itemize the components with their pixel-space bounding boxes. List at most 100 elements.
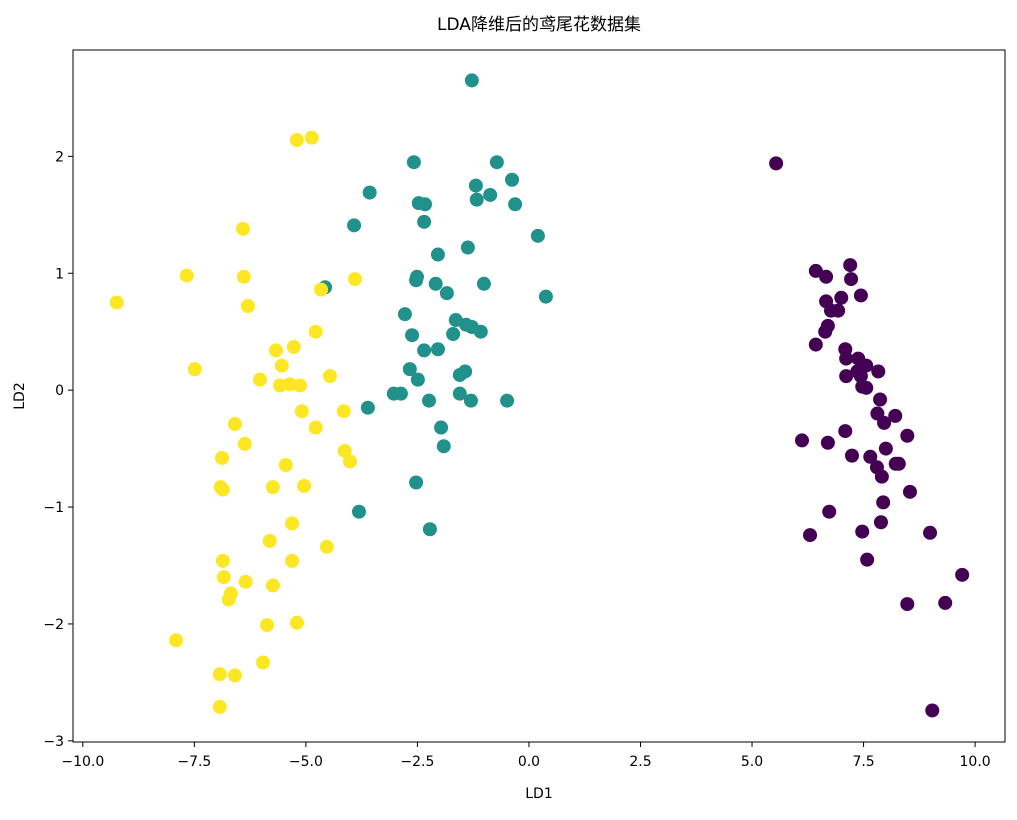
point bbox=[240, 298, 255, 313]
x-tick-label: 7.5 bbox=[852, 754, 874, 770]
point bbox=[293, 378, 308, 393]
point bbox=[314, 282, 329, 297]
point bbox=[859, 380, 874, 395]
point bbox=[795, 433, 810, 448]
point bbox=[410, 372, 425, 387]
y-tick-label: 2 bbox=[55, 149, 64, 165]
point bbox=[844, 272, 859, 287]
x-tick-label: −5.0 bbox=[289, 754, 323, 770]
y-tick-label: 1 bbox=[55, 266, 64, 282]
point bbox=[888, 408, 903, 423]
point bbox=[409, 273, 424, 288]
point bbox=[822, 504, 837, 519]
point bbox=[227, 417, 242, 432]
point bbox=[863, 449, 878, 464]
point bbox=[808, 263, 823, 278]
point bbox=[769, 156, 784, 171]
x-tick-label: 10.0 bbox=[960, 754, 991, 770]
point bbox=[274, 358, 289, 373]
y-tick-label: −3 bbox=[43, 734, 64, 750]
y-tick-label: −1 bbox=[43, 500, 64, 516]
chart-title: LDA降维后的鸢尾花数据集 bbox=[437, 15, 641, 35]
point bbox=[877, 415, 892, 430]
point bbox=[285, 516, 300, 531]
point bbox=[873, 392, 888, 407]
point bbox=[538, 289, 553, 304]
point bbox=[439, 286, 454, 301]
point bbox=[428, 276, 443, 291]
point bbox=[473, 324, 488, 339]
point bbox=[871, 364, 886, 379]
point bbox=[297, 479, 312, 494]
point bbox=[834, 290, 849, 305]
point bbox=[179, 268, 194, 283]
point bbox=[463, 393, 478, 408]
point bbox=[393, 386, 408, 401]
point bbox=[508, 197, 523, 212]
point bbox=[831, 303, 846, 318]
point bbox=[422, 393, 437, 408]
point bbox=[876, 495, 891, 510]
point bbox=[530, 228, 545, 243]
point bbox=[215, 450, 230, 465]
point bbox=[900, 597, 915, 612]
point bbox=[235, 221, 250, 236]
x-tick-label: 0.0 bbox=[518, 754, 540, 770]
point bbox=[925, 703, 940, 718]
point bbox=[286, 339, 301, 354]
x-tick-label: −2.5 bbox=[400, 754, 434, 770]
x-tick-label: −7.5 bbox=[177, 754, 211, 770]
point bbox=[808, 337, 823, 352]
point bbox=[418, 197, 433, 212]
point bbox=[938, 595, 953, 610]
point bbox=[900, 428, 915, 443]
point bbox=[469, 192, 484, 207]
point bbox=[468, 178, 483, 193]
point bbox=[289, 615, 304, 630]
point bbox=[236, 269, 251, 284]
point bbox=[215, 482, 230, 497]
point bbox=[818, 324, 833, 339]
point bbox=[308, 420, 323, 435]
point bbox=[839, 369, 854, 384]
point bbox=[227, 668, 242, 683]
point bbox=[212, 699, 227, 714]
point bbox=[336, 404, 351, 419]
point bbox=[873, 515, 888, 530]
point bbox=[476, 276, 491, 291]
point bbox=[109, 295, 124, 310]
point bbox=[839, 351, 854, 366]
point bbox=[397, 307, 412, 322]
point bbox=[221, 592, 236, 607]
point bbox=[460, 240, 475, 255]
point bbox=[265, 578, 280, 593]
x-tick-label: 5.0 bbox=[741, 754, 763, 770]
point bbox=[304, 130, 319, 145]
y-tick-label: 0 bbox=[55, 383, 64, 399]
point bbox=[260, 618, 275, 633]
point bbox=[215, 553, 230, 568]
point bbox=[308, 324, 323, 339]
point bbox=[923, 525, 938, 540]
point bbox=[252, 372, 267, 387]
point bbox=[347, 272, 362, 287]
plot-frame bbox=[72, 49, 1006, 743]
point bbox=[434, 420, 449, 435]
point bbox=[362, 185, 377, 200]
point bbox=[860, 552, 875, 567]
point bbox=[169, 633, 184, 648]
point bbox=[878, 441, 893, 456]
point bbox=[844, 448, 859, 463]
point bbox=[955, 567, 970, 582]
point bbox=[853, 288, 868, 303]
point bbox=[285, 553, 300, 568]
point bbox=[405, 328, 420, 343]
point bbox=[464, 73, 479, 88]
point bbox=[212, 667, 227, 682]
point bbox=[402, 362, 417, 377]
y-axis-label: LD2 bbox=[12, 382, 28, 410]
point bbox=[256, 655, 271, 670]
point bbox=[853, 369, 868, 384]
point bbox=[294, 404, 309, 419]
